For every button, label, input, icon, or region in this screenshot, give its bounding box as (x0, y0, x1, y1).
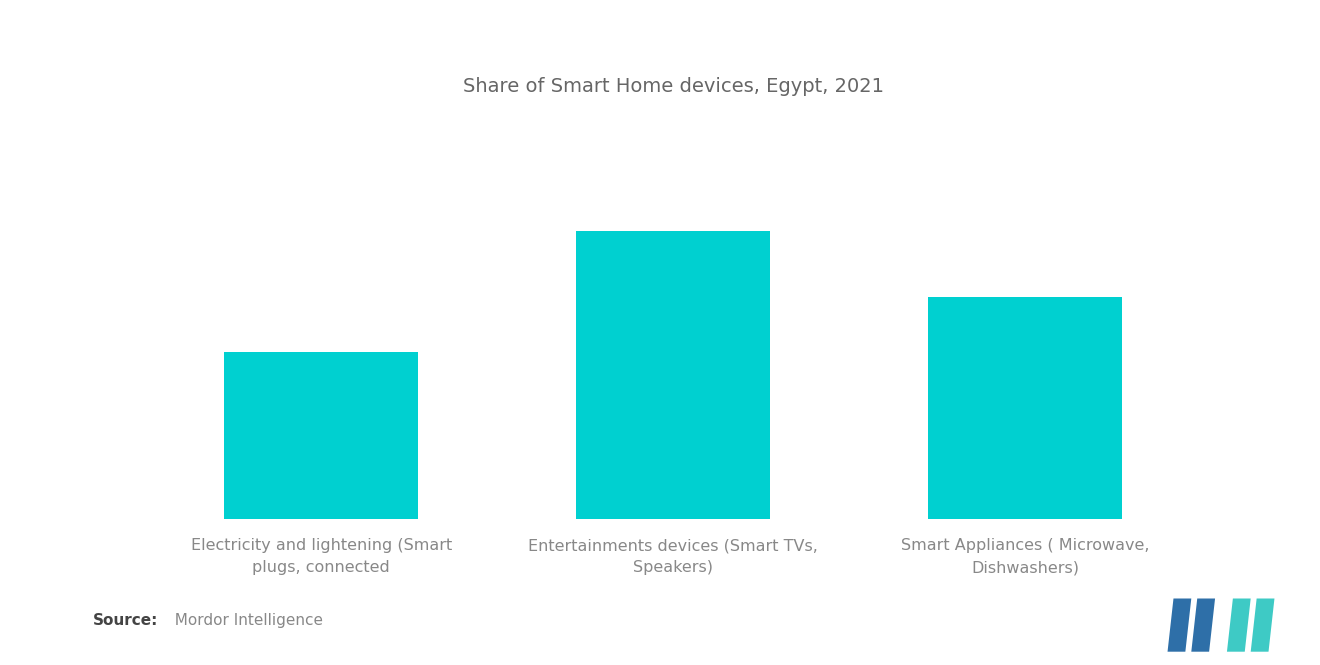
Polygon shape (1191, 598, 1214, 652)
Bar (928, 297, 1122, 519)
Text: Mordor Intelligence: Mordor Intelligence (165, 613, 323, 628)
Polygon shape (1167, 598, 1191, 652)
Text: Source:: Source: (92, 613, 158, 628)
Polygon shape (1226, 598, 1250, 652)
Polygon shape (1250, 598, 1274, 652)
Bar (224, 352, 418, 519)
Title: Share of Smart Home devices, Egypt, 2021: Share of Smart Home devices, Egypt, 2021 (463, 77, 883, 96)
Bar (577, 231, 770, 519)
